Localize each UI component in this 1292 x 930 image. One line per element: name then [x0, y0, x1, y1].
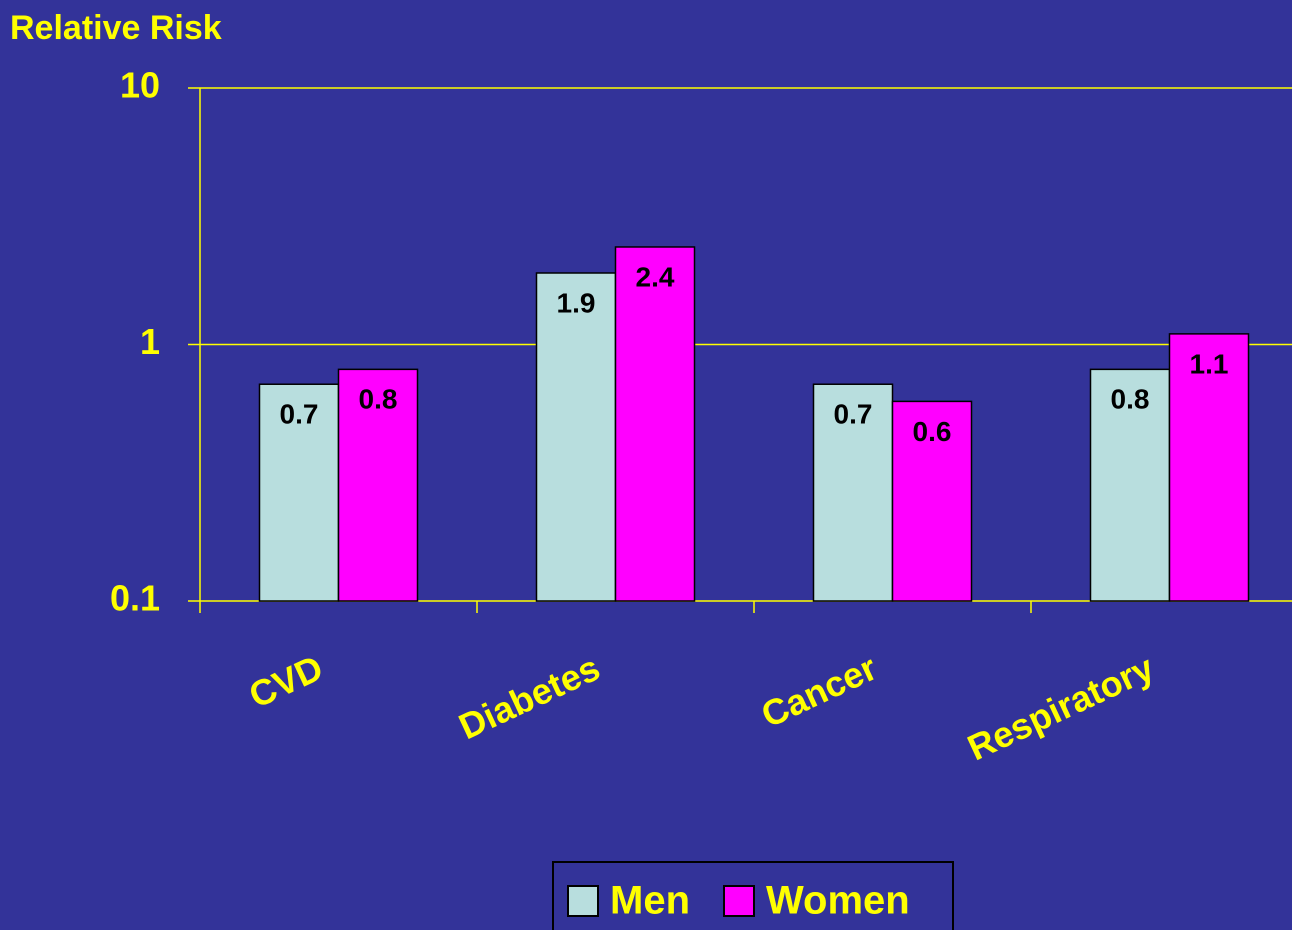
legend-swatch	[723, 885, 755, 917]
data-label: 2.4	[636, 261, 675, 292]
data-label: 0.7	[834, 399, 873, 430]
legend-label: Men	[610, 879, 690, 923]
y-tick-label: 0.1	[110, 578, 160, 619]
bar	[337, 368, 419, 602]
data-label: 0.7	[280, 399, 319, 430]
bar	[891, 400, 973, 602]
data-label: 0.8	[1111, 384, 1150, 415]
bar	[614, 246, 696, 602]
bar	[812, 383, 894, 602]
data-label: 1.1	[1190, 348, 1229, 379]
y-tick-label: 1	[140, 321, 160, 362]
bar	[1168, 333, 1250, 602]
y-tick-label: 10	[120, 65, 160, 106]
data-label: 0.8	[359, 384, 398, 415]
legend-swatch	[567, 885, 599, 917]
y-axis-label: Relative Risk	[10, 9, 222, 47]
data-label: 0.6	[913, 416, 952, 447]
data-label: 1.9	[557, 287, 596, 318]
bar	[258, 383, 340, 602]
legend-label: Women	[766, 879, 910, 923]
bar	[535, 272, 617, 602]
